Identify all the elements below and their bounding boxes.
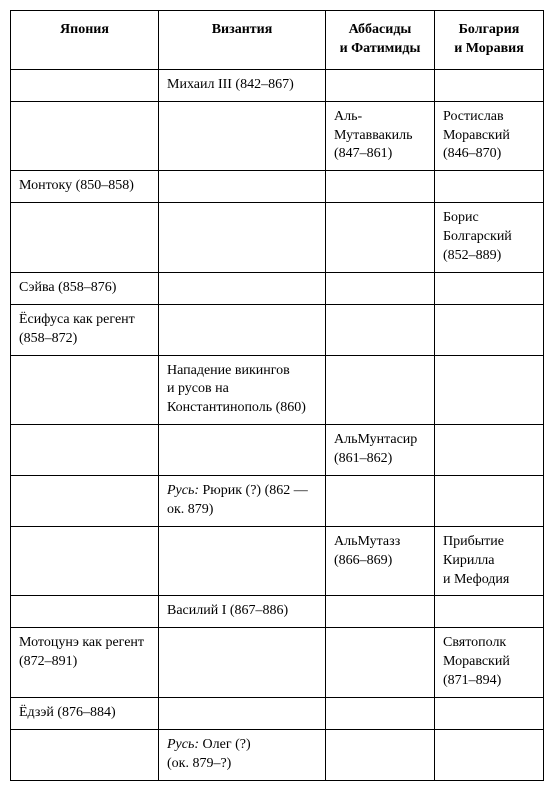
- table-cell: [11, 476, 159, 527]
- table-cell: [435, 425, 544, 476]
- table-cell: АльМутазз (866–869): [326, 526, 435, 596]
- col-header-japan: Япония: [11, 11, 159, 70]
- table-cell: Русь: Рюрик (?) (862 — ок. 879): [159, 476, 326, 527]
- col-header-abbasids: Аббасиды и Фатимиды: [326, 11, 435, 70]
- table-row: Нападение викингов и русов на Константин…: [11, 355, 544, 425]
- table-row: Аль-Мутаввакиль (847–861)Ростислав Морав…: [11, 101, 544, 171]
- table-cell: [435, 304, 544, 355]
- history-table: Япония Византия Аббасиды и Фатимиды Болг…: [10, 10, 544, 781]
- table-cell: Прибытие Кирилла и Мефодия: [435, 526, 544, 596]
- table-cell: [159, 101, 326, 171]
- table-row: Ёсифуса как регент (858–872): [11, 304, 544, 355]
- table-cell: [326, 304, 435, 355]
- table-cell: [11, 355, 159, 425]
- table-row: Монтоку (850–858): [11, 171, 544, 203]
- table-cell: Ростислав Моравский (846–870): [435, 101, 544, 171]
- table-cell: [435, 355, 544, 425]
- table-cell: [326, 171, 435, 203]
- table-cell: [159, 698, 326, 730]
- table-row: Борис Болгарский (852–889): [11, 203, 544, 273]
- table-cell: [435, 596, 544, 628]
- table-cell: [11, 69, 159, 101]
- table-cell: Аль-Мутаввакиль (847–861): [326, 101, 435, 171]
- table-cell: [11, 526, 159, 596]
- table-cell: Ёдзэй (876–884): [11, 698, 159, 730]
- table-row: Михаил III (842–867): [11, 69, 544, 101]
- table-cell: АльМунтасир (861–862): [326, 425, 435, 476]
- table-row: Сэйва (858–876): [11, 272, 544, 304]
- italic-prefix: Русь:: [167, 483, 199, 498]
- table-cell: [435, 272, 544, 304]
- table-cell: [11, 425, 159, 476]
- table-cell: Сэйва (858–876): [11, 272, 159, 304]
- table-row: Русь: Рюрик (?) (862 — ок. 879): [11, 476, 544, 527]
- table-cell: [159, 203, 326, 273]
- table-cell: [159, 526, 326, 596]
- table-cell: [11, 729, 159, 780]
- table-row: Русь: Олег (?) (ок. 879–?): [11, 729, 544, 780]
- table-cell: [435, 171, 544, 203]
- table-row: АльМутазз (866–869)Прибытие Кирилла и Ме…: [11, 526, 544, 596]
- table-cell: [159, 304, 326, 355]
- table-row: АльМунтасир (861–862): [11, 425, 544, 476]
- table-cell: [435, 698, 544, 730]
- table-cell: [326, 628, 435, 698]
- table-cell: [326, 203, 435, 273]
- table-cell: Василий I (867–886): [159, 596, 326, 628]
- col-header-bulgaria: Болгария и Моравия: [435, 11, 544, 70]
- table-cell: [326, 355, 435, 425]
- table-cell: Русь: Олег (?) (ок. 879–?): [159, 729, 326, 780]
- table-cell: [435, 729, 544, 780]
- table-cell: [326, 476, 435, 527]
- table-cell: Ёсифуса как регент (858–872): [11, 304, 159, 355]
- table-row: Василий I (867–886): [11, 596, 544, 628]
- table-cell: [159, 425, 326, 476]
- table-cell: [435, 476, 544, 527]
- table-cell: Монтоку (850–858): [11, 171, 159, 203]
- italic-prefix: Русь:: [167, 737, 199, 752]
- table-cell: [159, 628, 326, 698]
- table-cell: Святополк Моравский (871–894): [435, 628, 544, 698]
- table-cell: [11, 101, 159, 171]
- table-cell: Мотоцунэ как регент (872–891): [11, 628, 159, 698]
- table-row: Мотоцунэ как регент (872–891) Святополк М…: [11, 628, 544, 698]
- table-cell: [326, 698, 435, 730]
- table-cell: Борис Болгарский (852–889): [435, 203, 544, 273]
- table-cell: [326, 729, 435, 780]
- table-cell: Нападение викингов и русов на Константин…: [159, 355, 326, 425]
- table-body: Михаил III (842–867)Аль-Мутаввакиль (847…: [11, 69, 544, 780]
- table-cell: [159, 171, 326, 203]
- table-cell: [326, 69, 435, 101]
- table-cell: [11, 596, 159, 628]
- table-row: Ёдзэй (876–884): [11, 698, 544, 730]
- header-row: Япония Византия Аббасиды и Фатимиды Болг…: [11, 11, 544, 70]
- table-cell: [326, 272, 435, 304]
- table-cell: Михаил III (842–867): [159, 69, 326, 101]
- table-cell: [326, 596, 435, 628]
- col-header-byzantium: Византия: [159, 11, 326, 70]
- table-cell: [159, 272, 326, 304]
- table-cell: [435, 69, 544, 101]
- table-cell: [11, 203, 159, 273]
